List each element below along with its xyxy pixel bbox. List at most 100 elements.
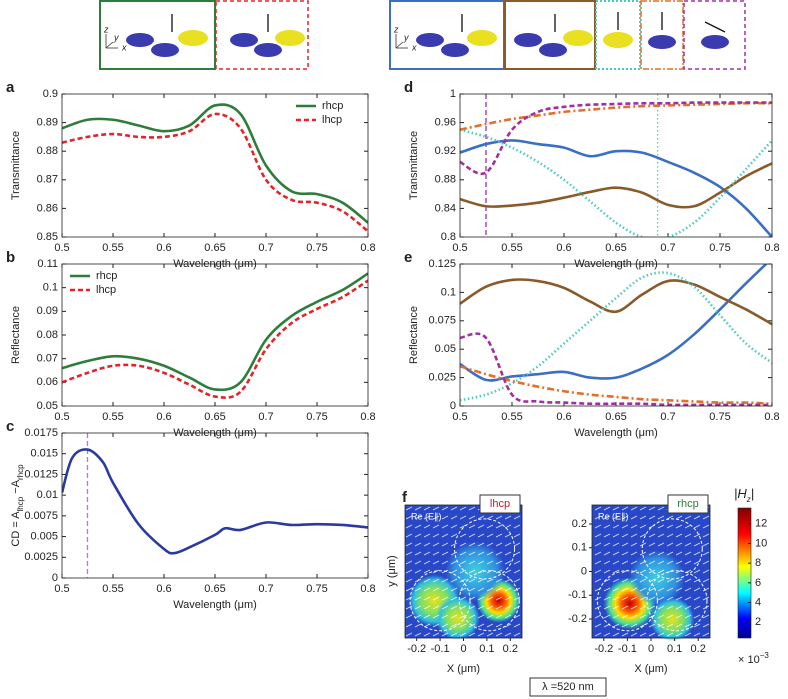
- y-tick-label: 0: [52, 572, 58, 584]
- x-tick-label: 0.7: [660, 411, 675, 423]
- panel-letter: d: [404, 79, 413, 96]
- label-part: × 10: [738, 654, 760, 666]
- panel-letter: e: [404, 249, 412, 266]
- y-tick-label: 0.9: [43, 88, 58, 100]
- x-tick-label: 0: [648, 643, 654, 655]
- series-line: [460, 364, 772, 406]
- panel-letter: b: [6, 249, 15, 266]
- x-tick-label: 0.6: [556, 242, 571, 254]
- x-tick-label: 0.8: [360, 242, 375, 254]
- x-tick-label: 0.7: [258, 242, 273, 254]
- x-axis-label: X (μm): [634, 663, 667, 675]
- label-part: CD = A: [10, 511, 22, 547]
- x-tick-label: 0.65: [605, 411, 626, 423]
- x-axis-label: X (μm): [447, 663, 480, 675]
- x-tick-label: 0.2: [503, 643, 518, 655]
- series-line: [460, 162, 772, 209]
- x-tick-label: 0.65: [204, 242, 225, 254]
- wavelength-label: λ =520 nm: [542, 681, 594, 693]
- y-tick-label: 0.84: [435, 202, 456, 214]
- y-tick-label: 0.05: [37, 400, 58, 412]
- x-tick-label: 0.55: [102, 583, 123, 595]
- x-tick-label: 0.5: [452, 411, 467, 423]
- x-tick-label: 0.7: [258, 411, 273, 423]
- particle-outline: [409, 570, 471, 632]
- series-line: [460, 101, 772, 176]
- series-line: [62, 103, 368, 224]
- plot-frame: [61, 432, 369, 579]
- x-axis-label: Wavelength (μm): [173, 599, 257, 611]
- y-axis-label: Transmittance: [408, 131, 420, 200]
- field-arrows: [405, 505, 522, 638]
- x-tick-label: 0.5: [54, 583, 69, 595]
- x-tick-label: 0.1: [479, 643, 494, 655]
- legend-label: rhcp: [96, 270, 117, 282]
- schematic: z y x z y x: [99, 0, 746, 70]
- x-tick-label: 0.8: [360, 411, 375, 423]
- y-tick-label: 0.06: [37, 376, 58, 388]
- particle-outline: [454, 518, 516, 580]
- y-tick-label: 0.86: [37, 202, 58, 214]
- label-part: rhcp: [16, 464, 25, 480]
- series-line: [460, 271, 772, 402]
- x-tick-label: 0.55: [102, 411, 123, 423]
- y-tick-label: 0.1: [441, 286, 456, 298]
- x-tick-label: 0.5: [54, 411, 69, 423]
- x-tick-label: 0.8: [764, 242, 779, 254]
- label-part: z: [746, 495, 751, 504]
- x-tick-label: 0.55: [102, 242, 123, 254]
- y-tick-label: 0.015: [30, 448, 58, 460]
- label-part: |: [751, 486, 754, 501]
- y-tick-label: 0.09: [37, 305, 58, 317]
- label-part: lhcp: [16, 496, 25, 511]
- polarization-label: lhcp: [490, 498, 510, 510]
- x-tick-label: 0.75: [306, 411, 327, 423]
- y-tick-label: 0.08: [37, 329, 58, 341]
- panel-letter: c: [6, 418, 14, 435]
- colorbar-tick-label: 8: [755, 557, 761, 569]
- axis-label: |Hz|: [734, 486, 754, 503]
- x-tick-label: 0.65: [204, 583, 225, 595]
- axis-glyph-label: x: [411, 42, 417, 52]
- x-tick-label: 0.75: [306, 242, 327, 254]
- y-tick-label: 0.0125: [24, 468, 58, 480]
- particle-outline: [458, 570, 520, 632]
- y-tick-label: 0.005: [30, 530, 58, 542]
- y-tick-label: 0.89: [37, 117, 58, 129]
- x-tick-label: 0.1: [667, 643, 682, 655]
- field-label: Re (E∥): [598, 511, 629, 521]
- y-tick-label: 0.0025: [24, 551, 58, 563]
- series-line: [62, 112, 368, 233]
- schematic-box: [683, 0, 746, 70]
- series-line: [460, 332, 772, 406]
- x-tick-label: 0.75: [709, 242, 730, 254]
- x-tick-label: 0: [460, 643, 466, 655]
- particle-outline: [646, 570, 708, 632]
- y-axis-label: Reflectance: [10, 306, 22, 364]
- y-tick-label: 0.1: [43, 282, 58, 294]
- x-tick-label: 0.75: [709, 411, 730, 423]
- x-tick-label: 0.8: [360, 583, 375, 595]
- colorbar-tick-label: 2: [755, 616, 761, 628]
- y-tick-label: 1: [450, 88, 456, 100]
- y-tick-label: 0.1: [572, 542, 587, 554]
- axis-glyph-label: y: [113, 32, 119, 42]
- x-tick-label: 0.8: [764, 411, 779, 423]
- plot-frame: [459, 263, 773, 407]
- polarization-label: rhcp: [677, 498, 698, 510]
- x-tick-label: 0.6: [156, 411, 171, 423]
- x-tick-label: 0.55: [501, 411, 522, 423]
- colorbar-tick-label: 12: [755, 518, 767, 530]
- x-tick-label: 0.75: [306, 583, 327, 595]
- x-tick-label: -0.2: [407, 643, 426, 655]
- y-tick-label: 0.0175: [24, 427, 58, 439]
- colorbar-tick-label: 4: [755, 596, 761, 608]
- x-tick-label: 0.5: [54, 242, 69, 254]
- x-tick-label: 0.65: [204, 411, 225, 423]
- x-tick-label: 0.5: [452, 242, 467, 254]
- arrows: [171, 12, 726, 33]
- particle-outline: [596, 570, 658, 632]
- label-part: −3: [760, 651, 770, 660]
- y-tick-label: 0.88: [37, 145, 58, 157]
- schematic-box: [99, 0, 216, 70]
